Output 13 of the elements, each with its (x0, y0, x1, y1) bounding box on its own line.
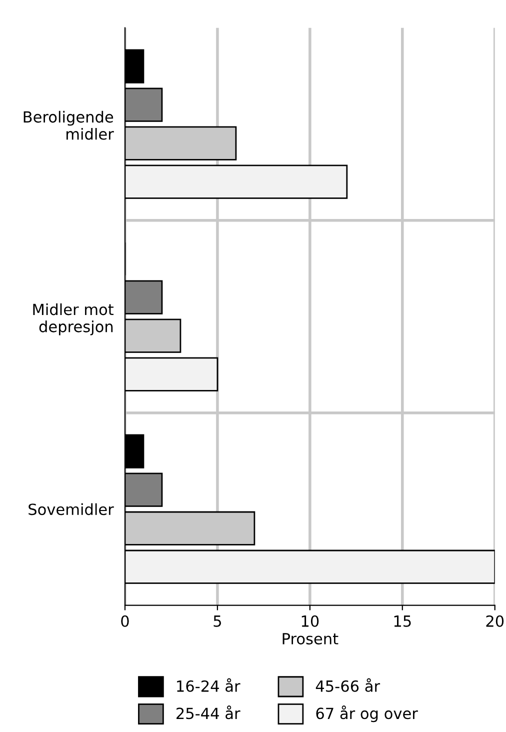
y-tick-label: Beroligende midler (24, 110, 114, 140)
x-tick-label: 20 (486, 615, 504, 627)
x-tick-label: 0 (121, 615, 129, 627)
x-tick-label: 15 (394, 616, 411, 627)
x-tick-label: 5 (214, 616, 221, 627)
x-axis-title: Prosent (282, 633, 338, 644)
legend-label: 25-44 år (176, 706, 240, 720)
legend-label: 67 år og over (316, 706, 418, 722)
x-tick-label: 10 (302, 615, 319, 627)
legend-label: 16-24 år (177, 678, 240, 692)
y-tick-label: Midler mot depresjon (33, 303, 114, 336)
y-tick-label: Sovemidler (28, 503, 114, 516)
legend-label: 45-66 år (316, 678, 380, 692)
